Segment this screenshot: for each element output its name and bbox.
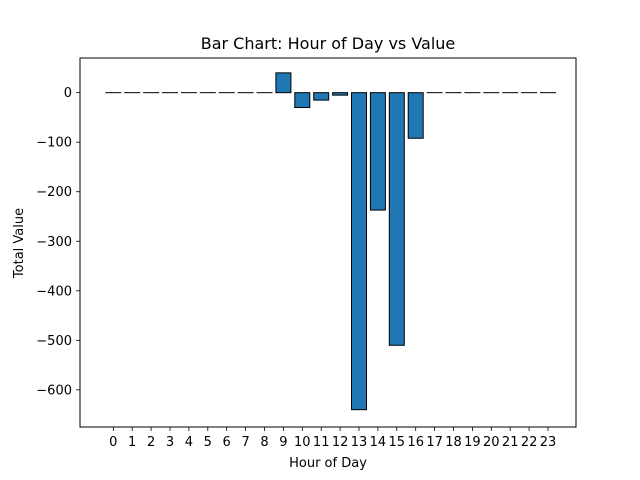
x-tick-label: 13 bbox=[351, 435, 368, 450]
x-tick-label: 21 bbox=[502, 435, 519, 450]
y-tick-label: −100 bbox=[36, 136, 72, 151]
x-tick-label: 12 bbox=[332, 435, 349, 450]
x-tick-label: 22 bbox=[521, 435, 538, 450]
y-tick-label: −600 bbox=[36, 383, 72, 398]
x-tick-label: 7 bbox=[241, 435, 249, 450]
bar-hour-10 bbox=[294, 92, 311, 109]
bar-hour-11 bbox=[313, 92, 330, 101]
y-axis-ticks: 0 −100 −200 −300 −400 −500 −600 bbox=[36, 86, 80, 398]
x-axis-label: Hour of Day bbox=[289, 456, 367, 471]
bar-hour-13 bbox=[351, 92, 367, 411]
x-tick-label: 23 bbox=[540, 435, 557, 450]
x-tick-label: 1 bbox=[128, 435, 136, 450]
bar-hour-12 bbox=[332, 92, 349, 96]
bar-hour-15 bbox=[388, 92, 405, 346]
x-tick-label: 16 bbox=[407, 435, 424, 450]
x-tick-label: 4 bbox=[185, 435, 193, 450]
x-tick-label: 20 bbox=[483, 435, 500, 450]
x-tick-label: 2 bbox=[147, 435, 155, 450]
x-tick-label: 9 bbox=[279, 435, 287, 450]
x-tick-label: 10 bbox=[294, 435, 311, 450]
x-tick-label: 0 bbox=[109, 435, 117, 450]
y-tick-label: −200 bbox=[36, 185, 72, 200]
x-tick-label: 11 bbox=[313, 435, 330, 450]
x-tick-label: 15 bbox=[389, 435, 406, 450]
y-tick-label: −300 bbox=[36, 235, 72, 250]
y-tick-label: 0 bbox=[64, 86, 72, 101]
x-tick-label: 17 bbox=[426, 435, 443, 450]
bar-hour-16 bbox=[407, 92, 424, 139]
x-tick-label: 19 bbox=[464, 435, 481, 450]
bar-hour-9 bbox=[275, 72, 292, 94]
plot-frame bbox=[79, 57, 577, 428]
chart-title: Bar Chart: Hour of Day vs Value bbox=[201, 34, 456, 53]
x-tick-label: 14 bbox=[370, 435, 387, 450]
x-axis-ticks: 0 1 2 3 4 5 6 7 8 9 10 11 12 13 14 15 16 17 18 19 20 21 22 23 bbox=[109, 427, 556, 450]
y-axis-label: Total Value bbox=[12, 208, 27, 279]
bars-group bbox=[105, 72, 556, 411]
y-tick-label: −500 bbox=[36, 334, 72, 349]
y-tick-label: −400 bbox=[36, 284, 72, 299]
x-tick-label: 18 bbox=[445, 435, 462, 450]
x-tick-label: 5 bbox=[204, 435, 212, 450]
x-tick-label: 8 bbox=[260, 435, 268, 450]
x-tick-label: 3 bbox=[166, 435, 174, 450]
x-tick-label: 6 bbox=[223, 435, 231, 450]
bar-hour-14 bbox=[369, 92, 386, 211]
